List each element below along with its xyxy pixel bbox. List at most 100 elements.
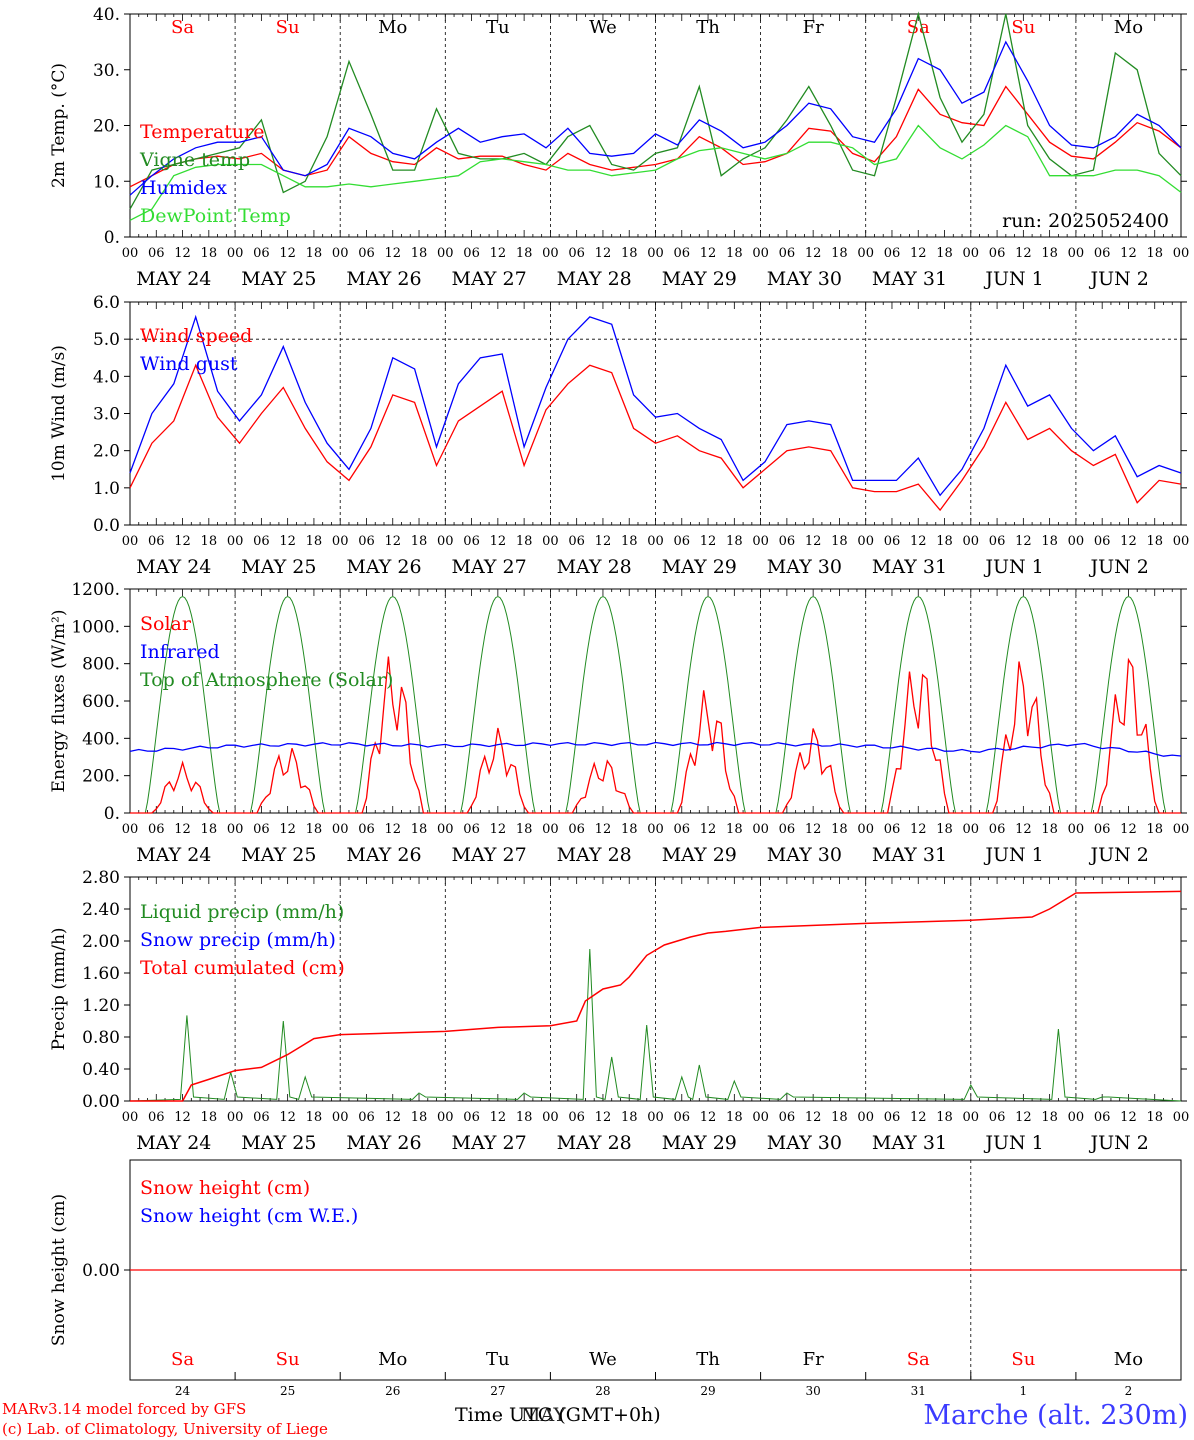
x-hour-label: 12: [174, 822, 191, 837]
x-day-number: 25: [280, 1384, 295, 1398]
legend-entry: Solar: [140, 613, 192, 635]
x-hour-label: 18: [306, 1110, 323, 1125]
x-day-label: JUN 2: [1088, 844, 1148, 866]
y-tick-label: 1200.: [71, 580, 120, 600]
x-day-label: MAY 28: [557, 1132, 632, 1154]
weekday-label: Mo: [378, 17, 407, 38]
panel-3-frame: [129, 588, 1182, 814]
x-hour-label: 06: [253, 246, 270, 261]
legend-entry: DewPoint Temp: [140, 205, 291, 227]
x-hour-label: 12: [1120, 822, 1137, 837]
x-hour-label: 18: [306, 246, 323, 261]
y-tick-label: 1.0: [93, 479, 120, 499]
x-hour-label: 00: [437, 1110, 454, 1125]
x-hour-label: 18: [726, 534, 743, 549]
weekday-label: Mo: [1114, 1349, 1143, 1370]
series-line-liquid-precip: [129, 948, 1182, 1102]
x-hour-label: 06: [148, 1110, 165, 1125]
y-axis-label: Precip (mm/h): [49, 927, 69, 1050]
x-day-label: MAY 31: [872, 1132, 947, 1154]
x-hour-label: 18: [306, 534, 323, 549]
x-hour-label: 18: [621, 534, 638, 549]
x-hour-label: 12: [1120, 246, 1137, 261]
x-hour-label: 00: [122, 1110, 139, 1125]
legend-entry: Snow precip (mm/h): [140, 929, 336, 951]
x-day-label: JUN 2: [1088, 556, 1148, 578]
x-hour-label: 06: [674, 822, 691, 837]
x-hour-label: 18: [411, 534, 428, 549]
x-hour-label: 12: [490, 822, 507, 837]
x-day-label: MAY 25: [241, 556, 316, 578]
x-hour-label: 00: [332, 822, 349, 837]
y-tick-label: 800.: [82, 655, 120, 675]
x-hour-label: 18: [831, 822, 848, 837]
x-day-label: MAY 29: [662, 844, 737, 866]
x-hour-label: 18: [1146, 534, 1163, 549]
x-hour-label: 12: [910, 1110, 927, 1125]
x-hour-label: 12: [174, 246, 191, 261]
x-day-label: MAY 30: [767, 844, 842, 866]
series-line-dewpoint-temp: [129, 124, 1182, 221]
y-tick-label: 30.: [93, 61, 120, 81]
x-hour-label: 00: [1173, 1110, 1190, 1125]
x-day-label: MAY 29: [662, 1132, 737, 1154]
weekday-label: Sa: [907, 17, 930, 38]
x-hour-label: 00: [332, 1110, 349, 1125]
x-hour-label: 00: [332, 534, 349, 549]
x-hour-label: 12: [1015, 534, 1032, 549]
x-day-label: JUN 1: [983, 556, 1043, 578]
x-hour-label: 12: [910, 822, 927, 837]
y-tick-label: 2.40: [82, 900, 120, 920]
x-hour-label: 18: [516, 246, 533, 261]
x-day-label: MAY 27: [452, 556, 527, 578]
x-hour-label: 00: [227, 534, 244, 549]
x-day-label: JUN 1: [983, 268, 1043, 290]
x-hour-label: 00: [647, 534, 664, 549]
x-hour-label: 12: [805, 1110, 822, 1125]
legend-entry: Humidex: [140, 177, 227, 199]
weekday-label: Su: [1011, 1349, 1035, 1370]
weekday-label: We: [589, 17, 617, 38]
x-day-label: MAY 30: [767, 268, 842, 290]
x-day-label: JUN 2: [1088, 1132, 1148, 1154]
legend-entry: Total cumulated (cm): [140, 957, 345, 979]
x-hour-label: 12: [1015, 1110, 1032, 1125]
x-hour-label: 06: [463, 246, 480, 261]
x-day-number: 26: [385, 1384, 400, 1398]
weekday-label: Su: [276, 1349, 300, 1370]
x-hour-label: 00: [752, 246, 769, 261]
x-hour-label: 12: [279, 1110, 296, 1125]
x-day-label: MAY 29: [662, 268, 737, 290]
x-day-label: JUN 2: [1088, 268, 1148, 290]
x-hour-label: 18: [1041, 534, 1058, 549]
x-hour-label: 06: [989, 822, 1006, 837]
y-tick-label: 2.80: [82, 868, 120, 888]
x-hour-label: 00: [227, 246, 244, 261]
x-hour-label: 00: [437, 246, 454, 261]
weekday-label: Mo: [1114, 17, 1143, 38]
x-hour-label: 06: [884, 246, 901, 261]
x-hour-label: 06: [253, 822, 270, 837]
x-day-label: MAY 30: [767, 1132, 842, 1154]
x-day-number: 1: [1020, 1384, 1028, 1398]
x-day-label: MAY 24: [136, 268, 211, 290]
x-hour-label: 18: [201, 822, 218, 837]
x-hour-label: 06: [463, 1110, 480, 1125]
x-hour-label: 12: [700, 246, 717, 261]
x-day-label: MAY 24: [136, 1132, 211, 1154]
x-hour-label: 06: [253, 1110, 270, 1125]
run-annotation: run: 2025052400: [1002, 210, 1169, 232]
x-hour-label: 00: [437, 822, 454, 837]
y-tick-label: 0.00: [82, 1261, 120, 1281]
x-hour-label: 00: [542, 822, 559, 837]
series-line-humidex: [129, 40, 1182, 196]
y-tick-label: 0.40: [82, 1060, 120, 1080]
x-hour-label: 18: [306, 822, 323, 837]
x-hour-label: 18: [936, 534, 953, 549]
x-hour-label: 00: [227, 1110, 244, 1125]
x-hour-label: 00: [857, 534, 874, 549]
x-day-number: 31: [911, 1384, 926, 1398]
y-tick-label: 2.0: [93, 442, 120, 462]
x-hour-label: 12: [1015, 822, 1032, 837]
station-label: Marche (alt. 230m): [923, 1400, 1188, 1431]
